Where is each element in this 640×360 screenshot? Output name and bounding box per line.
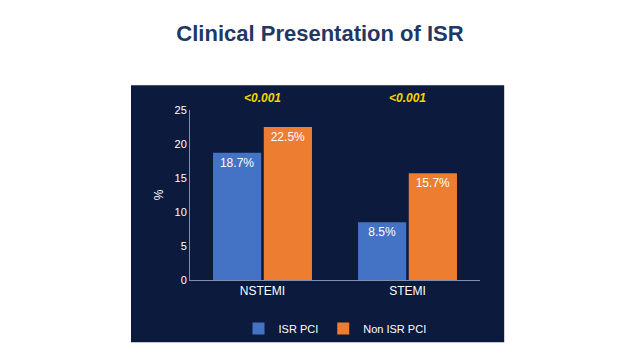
svg-text:Clinical Presentation of ISR: Clinical Presentation of ISR (176, 21, 463, 46)
svg-text:<0.001: <0.001 (244, 91, 281, 105)
svg-text:10: 10 (175, 206, 187, 218)
svg-text:15: 15 (175, 172, 187, 184)
svg-text:5: 5 (181, 240, 187, 252)
svg-text:STEMI: STEMI (389, 284, 426, 298)
svg-text:NSTEMI: NSTEMI (240, 284, 285, 298)
svg-text:%: % (152, 189, 166, 200)
svg-text:ISR PCI: ISR PCI (279, 323, 319, 335)
svg-text:Non ISR PCI: Non ISR PCI (363, 323, 426, 335)
svg-text:25: 25 (175, 104, 187, 116)
svg-text:8.5%: 8.5% (368, 225, 396, 239)
svg-text:18.7%: 18.7% (220, 156, 254, 170)
svg-text:20: 20 (175, 138, 187, 150)
svg-text:15.7%: 15.7% (416, 176, 450, 190)
svg-text:<0.001: <0.001 (389, 91, 426, 105)
svg-text:22.5%: 22.5% (271, 130, 305, 144)
svg-text:0: 0 (181, 274, 187, 286)
